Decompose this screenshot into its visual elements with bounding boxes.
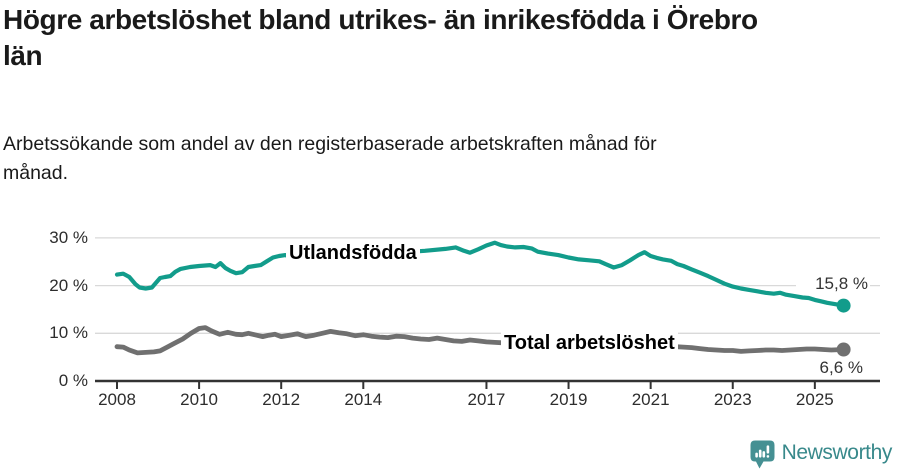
page-subtitle: Arbetssökande som andel av den registerb… — [3, 133, 657, 184]
newsworthy-bubble-chart-icon — [750, 440, 775, 469]
x-tick-label-2023: 2023 — [713, 390, 752, 409]
end-value-label-total: 6,6 % — [791, 358, 865, 377]
end-value-label-utlandsfodda: 15,8 % — [796, 274, 870, 293]
end-dot-total — [836, 342, 851, 357]
x-tick-label-2019: 2019 — [549, 390, 588, 409]
series-label-total-arbetsloshet: Total arbetslöshet — [501, 332, 678, 354]
y-tick-label-0: 0 % — [58, 371, 88, 390]
newsworthy-logo: Newsworthy — [750, 440, 892, 469]
series-label-utlandsfodda: Utlandsfödda — [286, 242, 420, 264]
line-series-total — [114, 325, 846, 356]
x-tick-label-2021: 2021 — [631, 390, 670, 409]
end-dot-utlandsfodda — [836, 298, 851, 313]
x-tick-label-2010: 2010 — [180, 390, 218, 409]
y-tick-label-30: 30 % — [49, 227, 88, 247]
newsworthy-wordmark: Newsworthy — [781, 441, 893, 464]
x-tick-label-2025: 2025 — [795, 390, 834, 409]
line-series-utlandsfodda — [114, 240, 846, 308]
x-tick-label-2017: 2017 — [467, 390, 506, 409]
x-tick-label-2012: 2012 — [262, 390, 301, 409]
x-tick-label-2014: 2014 — [344, 390, 383, 409]
y-tick-label-10: 10 % — [49, 323, 88, 343]
x-tick-label-2008: 2008 — [98, 390, 136, 409]
page-title: Högre arbetslöshet bland utrikes- än inr… — [3, 4, 758, 71]
y-tick-label-20: 20 % — [49, 275, 88, 295]
